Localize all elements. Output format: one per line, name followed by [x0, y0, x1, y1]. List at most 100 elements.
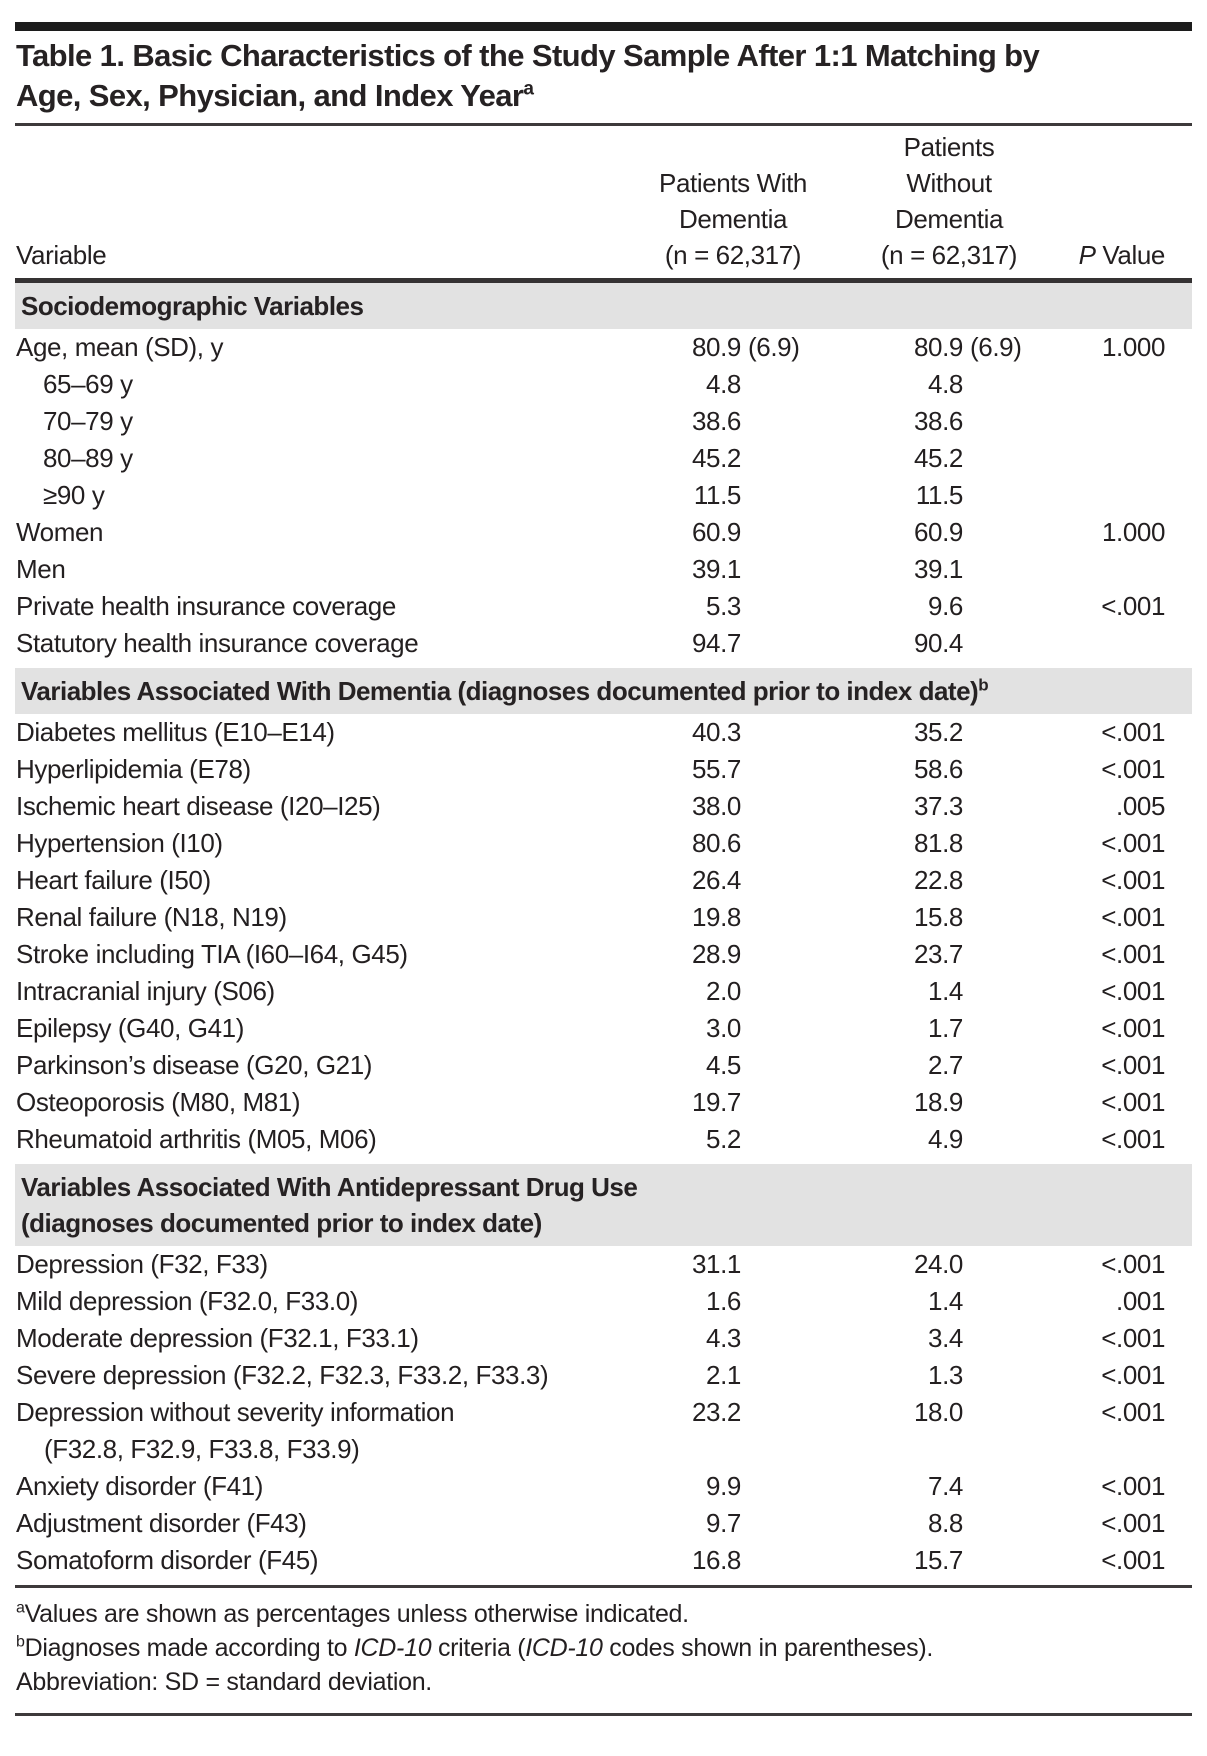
value-without-dementia: 2.7 — [808, 1047, 1023, 1084]
header-line: Without — [906, 168, 992, 198]
row-label-line1: Depression without severity information — [16, 1397, 455, 1427]
value-with-dementia: 55.7 — [655, 751, 808, 788]
row-label: Men — [16, 554, 66, 584]
value-with-dementia: 9.7 — [655, 1505, 808, 1542]
value-without-dementia: 18.9 — [808, 1084, 1023, 1121]
value-with-dementia: 60.9 — [655, 514, 808, 551]
value-without-dementia: 1.4 — [808, 1283, 1023, 1320]
value-main: 45.2 — [691, 443, 741, 473]
row-label: Renal failure (N18, N19) — [16, 902, 287, 932]
value-with-dementia: 19.8 — [655, 899, 808, 936]
p-value: <.001 — [1101, 754, 1166, 784]
section-header-text-line2: (diagnoses documented prior to index dat… — [21, 1208, 542, 1238]
section-footnote-marker: b — [978, 675, 989, 695]
section-header-antidepressant-variables: Variables Associated With Antidepressant… — [15, 1158, 1193, 1246]
value-without-dementia: 15.7 — [808, 1542, 1023, 1579]
p-value — [1023, 366, 1192, 403]
p-value: <.001 — [1101, 591, 1166, 621]
value-without-dementia: 1.3 — [808, 1357, 1023, 1394]
column-header-variable: Variable — [16, 240, 107, 270]
top-black-bar — [15, 22, 1192, 31]
column-header-row: Variable Patients With Dementia (n = 62,… — [15, 126, 1192, 278]
footnote-b-marker: b — [16, 1633, 25, 1651]
value-main: 45.2 — [913, 443, 963, 473]
p-value — [1023, 477, 1192, 514]
p-value: 1.000 — [1101, 332, 1166, 362]
value-main: 38.6 — [913, 406, 963, 436]
value-main: 11.5 — [915, 480, 963, 510]
value-without-dementia: 4.8 — [808, 366, 1023, 403]
value-main: 37.3 — [913, 791, 963, 821]
value-main: 38.0 — [691, 791, 741, 821]
value-main: 4.5 — [706, 1050, 741, 1080]
p-value: <.001 — [1101, 1013, 1166, 1043]
value-main: 22.8 — [913, 865, 963, 895]
table-row: Hyperlipidemia (E78) 55.7 58.6 <.001 — [15, 751, 1192, 788]
table-row: Women 60.9 60.9 1.000 — [15, 514, 1192, 551]
row-label: Osteoporosis (M80, M81) — [16, 1087, 301, 1117]
row-label: Somatoform disorder (F45) — [16, 1545, 319, 1575]
row-label: Intracranial injury (S06) — [16, 976, 275, 1006]
value-main: 80.9 — [691, 332, 741, 362]
p-value — [1023, 403, 1192, 440]
p-italic: P — [1078, 240, 1096, 270]
value-main: 9.9 — [706, 1471, 741, 1501]
value-without-dementia: 37.3 — [808, 788, 1023, 825]
value-main: 7.4 — [928, 1471, 963, 1501]
section-header-label: Variables Associated With Dementia (diag… — [15, 662, 1193, 714]
p-value: <.001 — [1101, 1471, 1166, 1501]
value-main: 3.0 — [706, 1013, 741, 1043]
table-row: Somatoform disorder (F45) 16.8 15.7 <.00… — [15, 1542, 1192, 1579]
p-value: <.001 — [1101, 976, 1166, 1006]
table-row: Renal failure (N18, N19) 19.8 15.8 <.001 — [15, 899, 1192, 936]
table-row: Hypertension (I10) 80.6 81.8 <.001 — [15, 825, 1192, 862]
table-row: Severe depression (F32.2, F32.3, F33.2, … — [15, 1357, 1192, 1394]
p-value — [1023, 551, 1192, 588]
value-with-dementia: 3.0 — [655, 1010, 808, 1047]
value-main: 40.3 — [691, 717, 741, 747]
row-label: 80–89 y — [43, 443, 133, 473]
value-without-dementia: 90.4 — [808, 625, 1023, 665]
value-main: 55.7 — [691, 754, 741, 784]
value-without-dementia: 38.6 — [808, 403, 1023, 440]
p-value: .001 — [1116, 1286, 1166, 1316]
row-label: Age, mean (SD), y — [16, 332, 224, 362]
value-main: 1.6 — [706, 1286, 741, 1316]
p-value: <.001 — [1101, 939, 1166, 969]
table-row: Men 39.1 39.1 — [15, 551, 1192, 588]
row-label: Epilepsy (G40, G41) — [16, 1013, 244, 1043]
value-with-dementia: 19.7 — [655, 1084, 808, 1121]
value-without-dementia: 1.4 — [808, 973, 1023, 1010]
value-main: 60.9 — [691, 517, 741, 547]
header-line: (n = 62,317) — [664, 240, 802, 270]
value-with-dementia: 31.1 — [655, 1246, 808, 1283]
column-header-with-dementia: Patients With Dementia (n = 62,317) — [613, 165, 853, 273]
p-value: 1.000 — [1101, 517, 1166, 547]
footnote-b-italic: ICD-10 — [525, 1634, 603, 1662]
value-without-dementia: 35.2 — [808, 714, 1023, 751]
value-with-dementia: 23.2 — [655, 1394, 808, 1468]
column-header-without-dementia: Patients Without Dementia (n = 62,317) — [829, 129, 1069, 273]
row-label: Statutory health insurance coverage — [16, 628, 419, 658]
value-without-dementia: 81.8 — [808, 825, 1023, 862]
value-main: 81.8 — [913, 828, 963, 858]
p-value: .005 — [1116, 791, 1166, 821]
value-without-dementia: 58.6 — [808, 751, 1023, 788]
value-main: 18.0 — [913, 1397, 963, 1427]
section-header-text: Sociodemographic Variables — [21, 291, 364, 321]
value-main: 18.9 — [913, 1087, 963, 1117]
value-with-dementia: 4.5 — [655, 1047, 808, 1084]
value-main: 9.7 — [706, 1508, 741, 1538]
footnote-b-text: Diagnoses made according to — [24, 1634, 354, 1662]
table-row: ≥90 y 11.5 11.5 — [15, 477, 1192, 514]
value-with-dementia: 5.2 — [655, 1121, 808, 1161]
header-line: Dementia — [894, 204, 1004, 234]
value-main: 23.2 — [691, 1397, 741, 1427]
abbreviation-text: Abbreviation: SD = standard deviation. — [16, 1668, 432, 1696]
table-row: Intracranial injury (S06) 2.0 1.4 <.001 — [15, 973, 1192, 1010]
row-label-line2: (F32.8, F32.9, F33.8, F33.9) — [44, 1434, 360, 1464]
value-with-dementia: 11.5 — [655, 477, 808, 514]
table-row: Osteoporosis (M80, M81) 19.7 18.9 <.001 — [15, 1084, 1192, 1121]
value-main: 28.9 — [691, 939, 741, 969]
value-main: 5.2 — [706, 1124, 741, 1154]
